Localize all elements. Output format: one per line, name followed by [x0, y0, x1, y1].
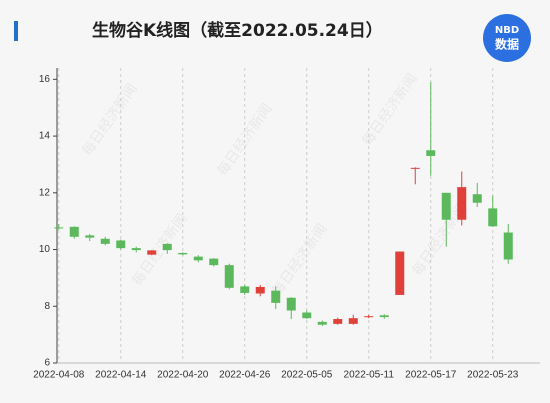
candle-body: [224, 265, 234, 288]
candle-body: [147, 250, 157, 255]
candle-body: [317, 321, 327, 325]
candle-body: [472, 194, 482, 203]
candle-body: [333, 319, 343, 324]
candle-body: [410, 167, 420, 169]
logo: [483, 14, 531, 62]
x-tick-label: 2022-05-05: [281, 370, 333, 381]
candle-body: [255, 286, 265, 294]
candle-body: [240, 286, 250, 293]
y-tick-label: 16: [39, 74, 51, 85]
y-tick-label: 10: [39, 244, 51, 255]
candle-body: [503, 232, 513, 260]
x-tick-label: 2022-04-08: [33, 370, 85, 381]
candle-body: [178, 252, 188, 255]
x-tick-label: 2022-05-23: [467, 370, 519, 381]
candle-body: [116, 240, 126, 249]
y-tick-label: 12: [39, 187, 51, 198]
candle-body: [162, 243, 172, 251]
x-tick-label: 2022-04-26: [219, 370, 271, 381]
candle-body: [69, 226, 79, 237]
x-tick-label: 2022-04-14: [95, 370, 147, 381]
candle-body: [100, 238, 110, 244]
candle-body: [193, 256, 203, 261]
candle-body: [348, 318, 358, 324]
candle-body: [85, 235, 95, 238]
candle-body: [426, 150, 436, 156]
logo-bottom: 数据: [495, 37, 519, 52]
candle-body: [54, 227, 64, 229]
candle-body: [131, 248, 141, 251]
logo-top: NBD: [495, 25, 519, 36]
candle-body: [209, 258, 219, 266]
y-tick-label: 8: [44, 301, 50, 312]
x-tick-label: 2022-05-17: [405, 370, 457, 381]
candle-body: [364, 316, 374, 318]
candle-body: [457, 187, 467, 220]
candle-body: [379, 315, 389, 318]
y-tick-label: 6: [44, 358, 50, 369]
title-bar: [14, 21, 18, 41]
candle-body: [395, 251, 405, 295]
candle-body: [271, 290, 281, 303]
candle-body: [286, 297, 296, 311]
x-tick-label: 2022-04-20: [157, 370, 209, 381]
x-tick-label: 2022-05-11: [344, 370, 395, 381]
chart-title: 生物谷K线图（截至2022.05.24日）: [92, 20, 383, 41]
candle-body: [441, 192, 451, 220]
candle-body: [302, 312, 312, 319]
candle-body: [488, 208, 498, 227]
y-tick-label: 14: [39, 131, 51, 142]
